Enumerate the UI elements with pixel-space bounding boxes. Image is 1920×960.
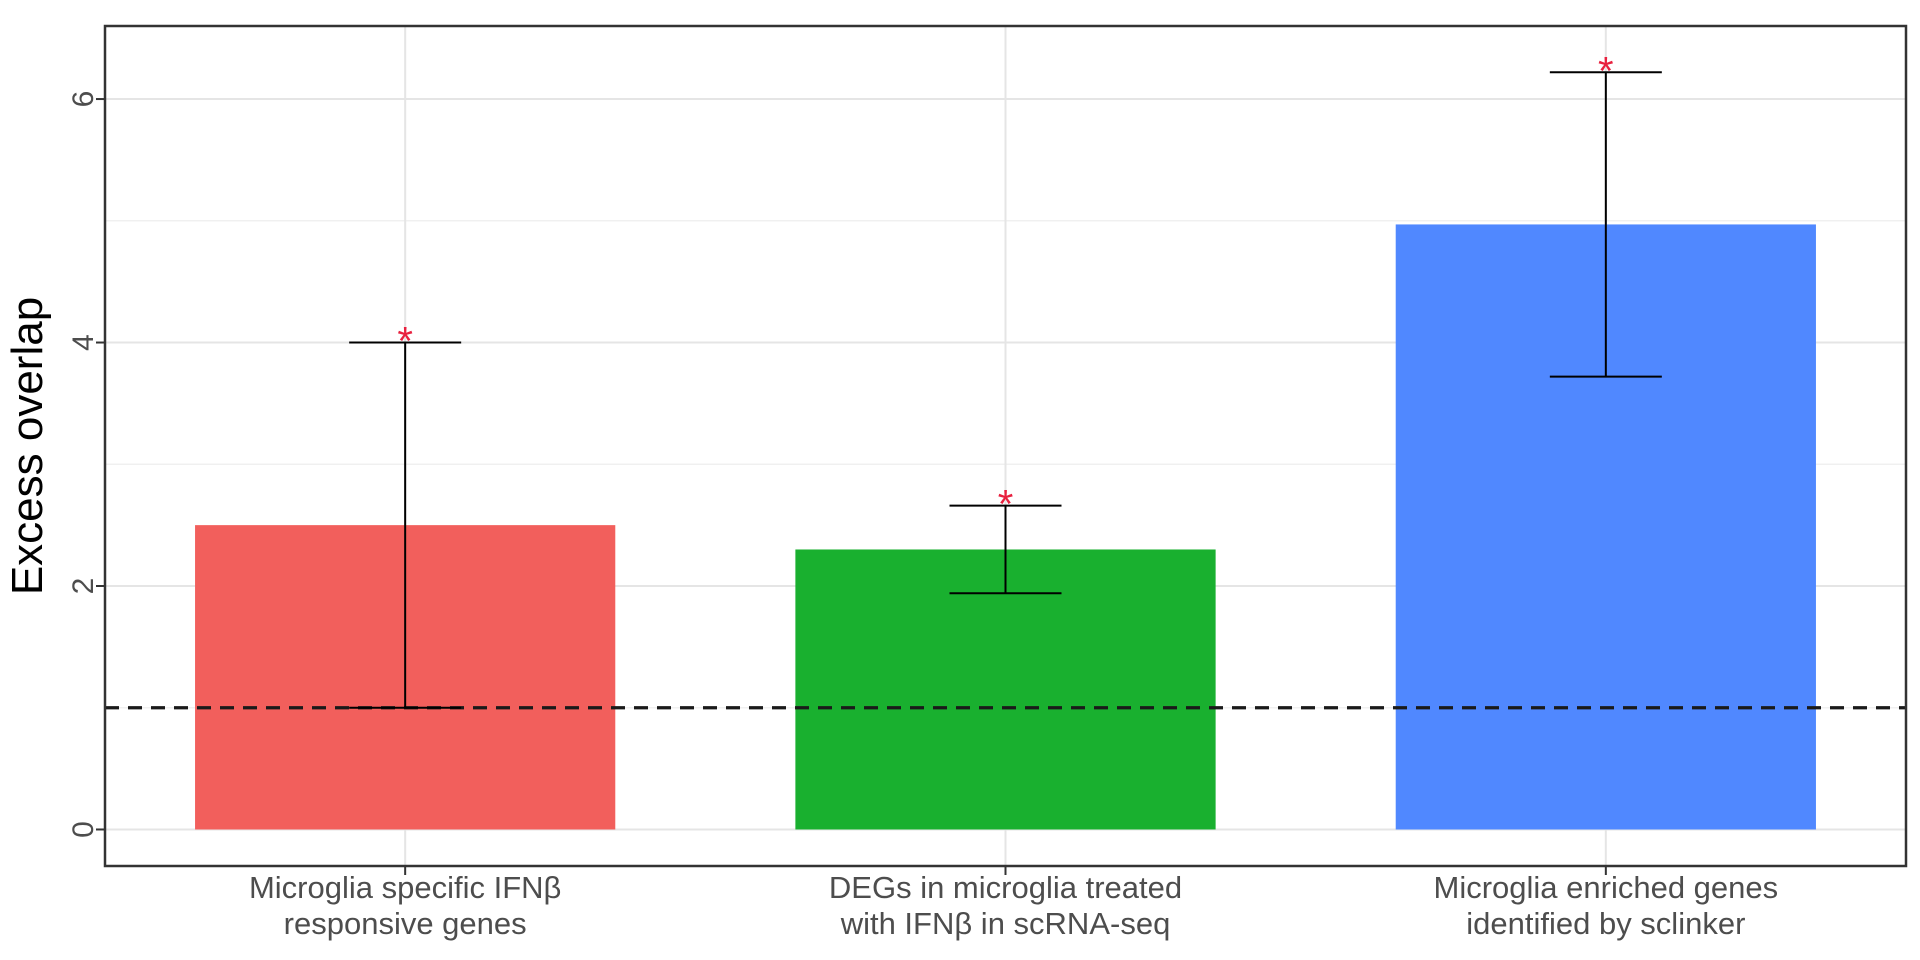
y-axis-ticks: 0 2 4 6	[67, 91, 105, 838]
y-tick-label: 6	[67, 91, 100, 108]
x-category-label-line: identified by sclinker	[1466, 906, 1745, 941]
x-axis-labels: Microglia specific IFNβ responsive genes D…	[249, 866, 1778, 941]
y-tick-label: 2	[67, 578, 100, 595]
error-bars	[349, 71, 1662, 709]
x-category-label-line: Microglia specific IFNβ	[249, 870, 561, 905]
significance-asterisk: *	[1598, 49, 1614, 93]
x-category-label-line: with IFNβ in scRNA-seq	[840, 906, 1171, 941]
y-tick-label: 0	[67, 821, 100, 838]
significance-marks: * * *	[397, 49, 1613, 526]
x-category-label: Microglia specific IFNβ responsive genes	[249, 870, 561, 941]
x-category-label: Microglia enriched genes identified by sc…	[1434, 870, 1779, 941]
significance-asterisk: *	[397, 320, 413, 364]
x-category-label: DEGs in microglia treated with IFNβ in sc…	[829, 870, 1182, 941]
x-category-label-line: DEGs in microglia treated	[829, 870, 1182, 905]
x-category-label-line: Microglia enriched genes	[1434, 870, 1779, 905]
x-category-label-line: responsive genes	[284, 906, 527, 941]
y-tick-label: 4	[67, 334, 100, 351]
y-axis-title: Excess overlap	[3, 297, 52, 595]
significance-asterisk: *	[998, 483, 1014, 527]
bar	[795, 549, 1216, 830]
